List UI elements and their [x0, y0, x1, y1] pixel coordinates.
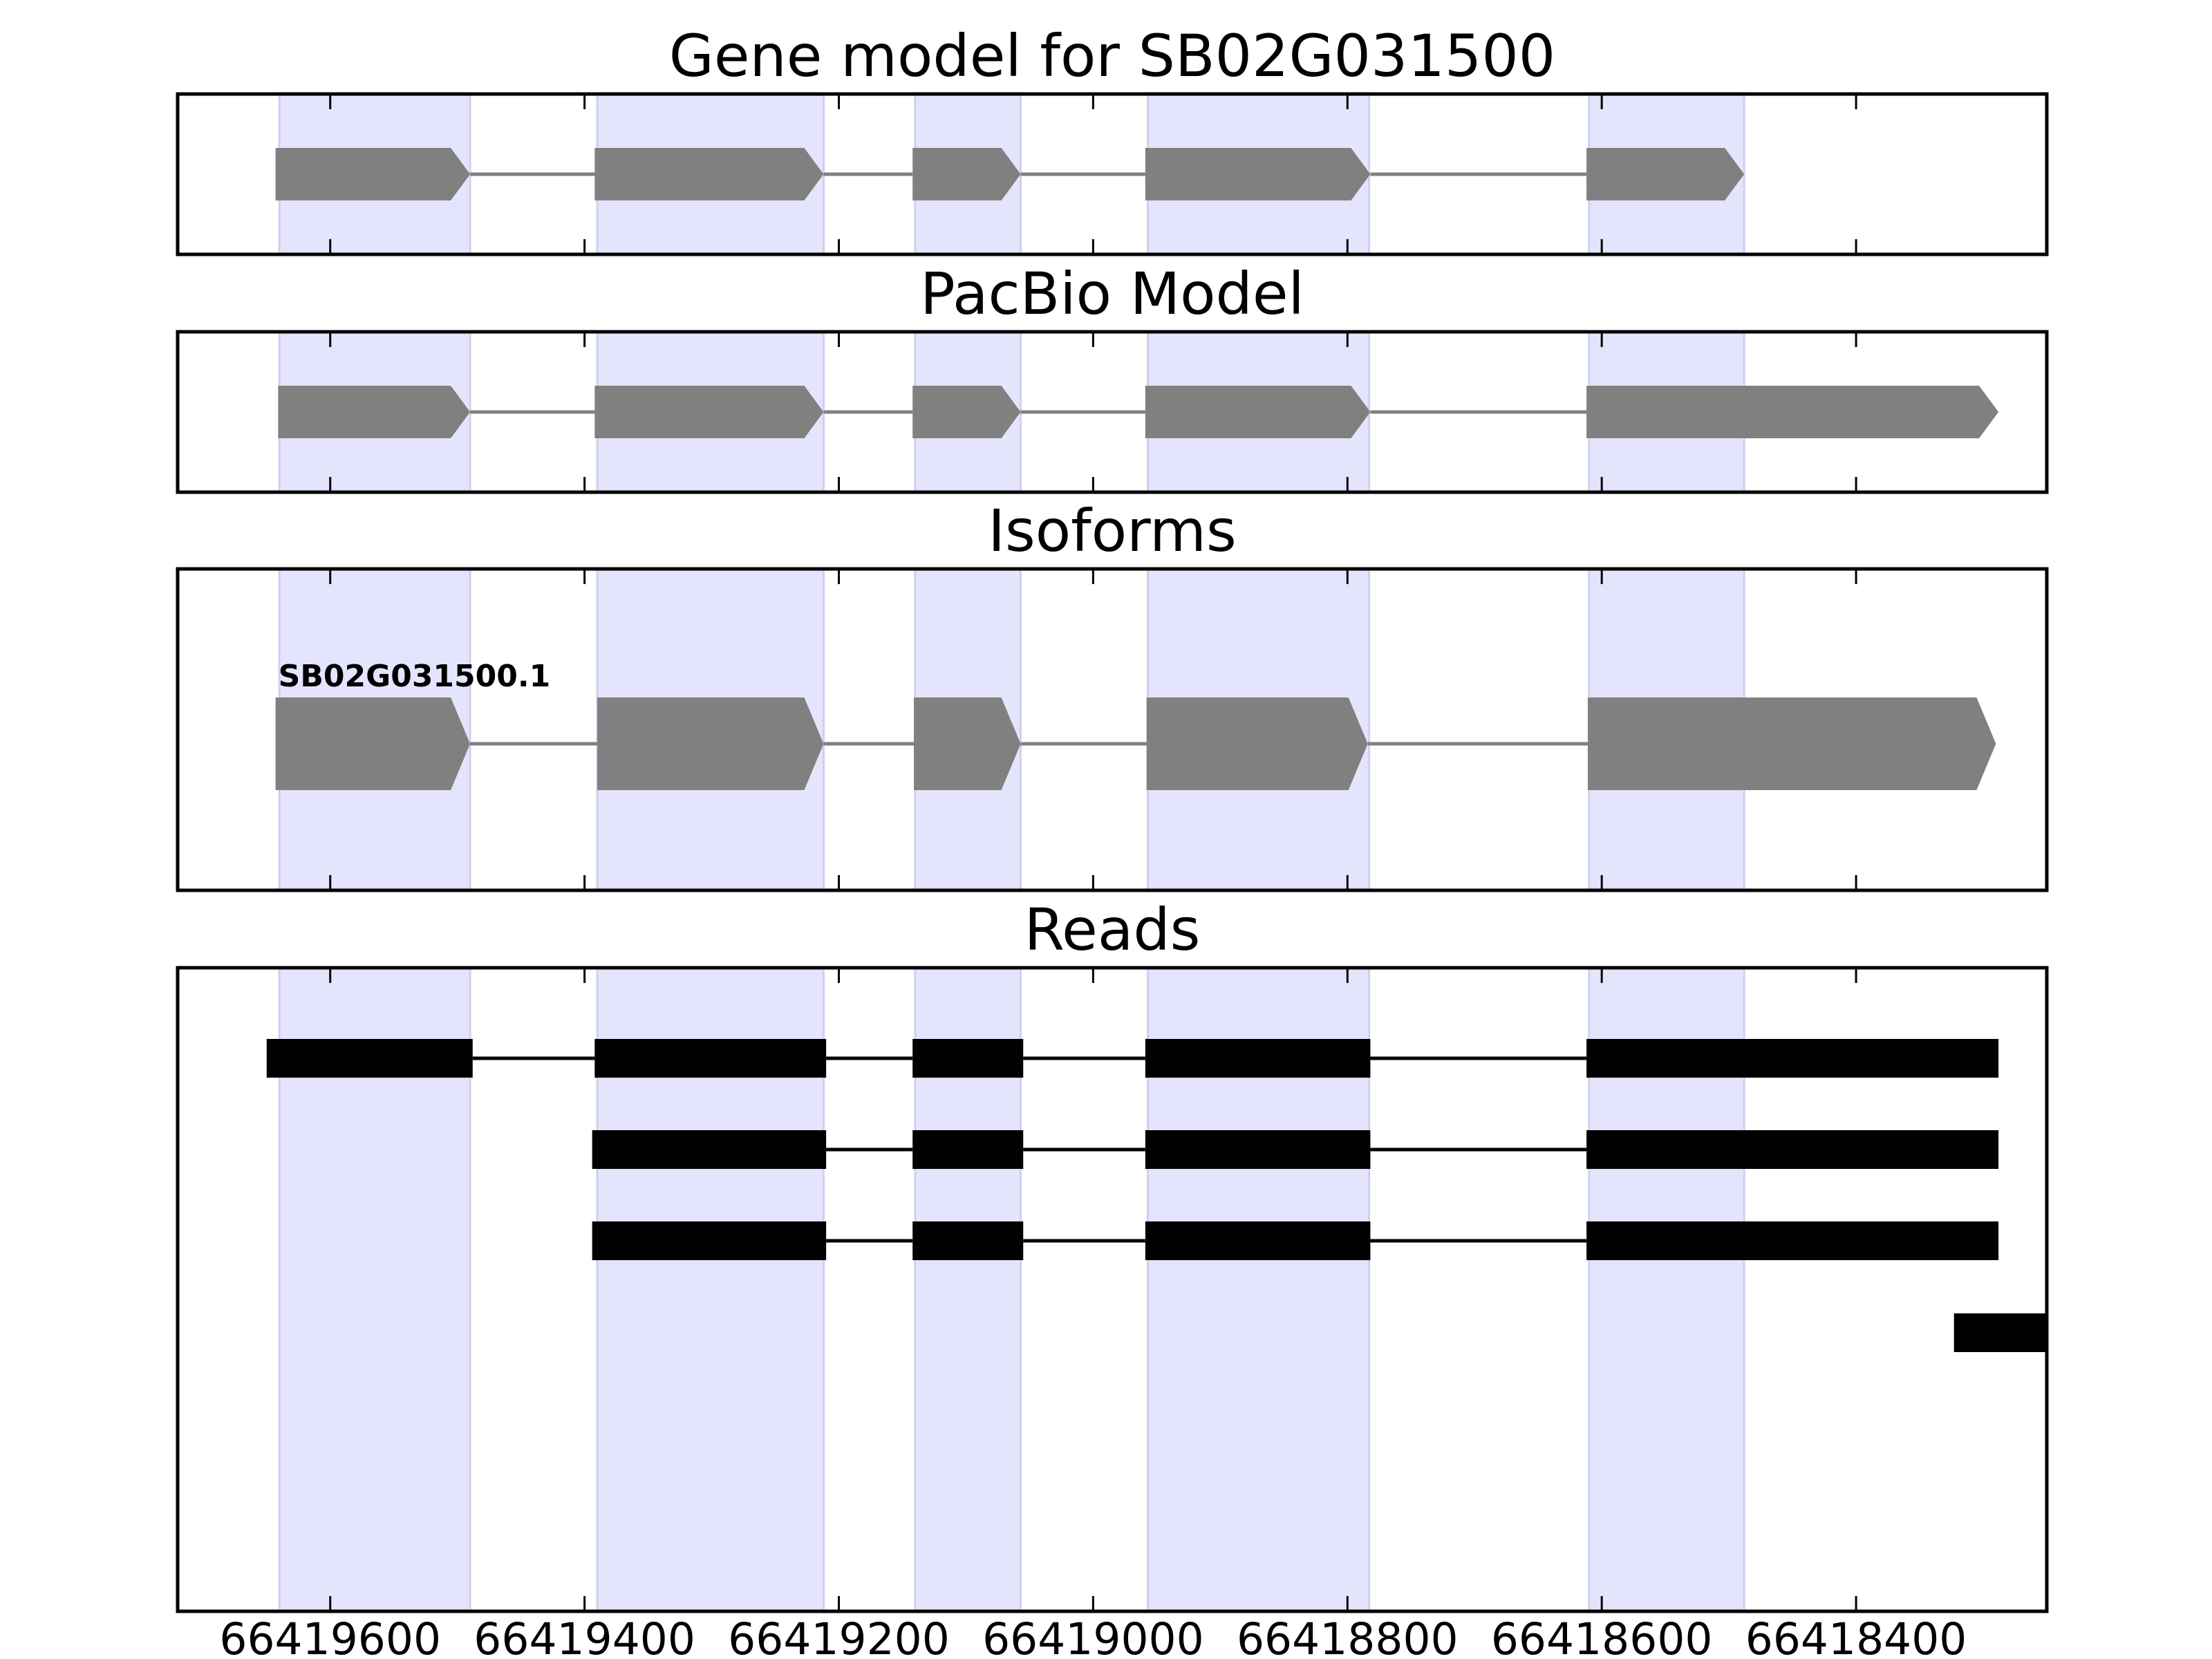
read-block [266, 1039, 473, 1078]
read-block [1145, 1039, 1371, 1078]
read-block [912, 1221, 1024, 1260]
x-tick-label: 66418400 [1745, 1614, 1967, 1659]
exon-arrow [594, 386, 824, 438]
read-block [912, 1130, 1024, 1169]
panel-3: Isoforms SB02G031500.1 [176, 497, 2049, 892]
read-block [1586, 1039, 1999, 1078]
read-block [1145, 1221, 1371, 1260]
exon-arrow [1145, 148, 1371, 200]
panel-frame [176, 567, 2049, 892]
read-block [1145, 1130, 1371, 1169]
exon-arrow [1145, 386, 1371, 438]
exon-arrow [1586, 386, 1999, 438]
panel-frame [176, 330, 2049, 494]
exon-arrow [912, 386, 1021, 438]
panel-title: Gene model for SB02G031500 [669, 22, 1555, 90]
read-block [912, 1039, 1024, 1078]
read-alignment [266, 1039, 1999, 1078]
exon-arrow [1587, 697, 1996, 790]
panels-layer: Gene model for SB02G031500 PacBio Model Is… [176, 22, 2049, 1613]
read-block [594, 1039, 827, 1078]
exon-arrow [1586, 148, 1745, 200]
read-alignment [592, 1130, 1999, 1169]
exon-arrow [275, 148, 471, 200]
panel-4: Reads [176, 896, 2049, 1613]
x-tick-label: 66419400 [474, 1614, 695, 1659]
exon-arrow [278, 386, 471, 438]
panel-frame [176, 966, 2049, 1613]
read-block [1586, 1130, 1999, 1169]
x-axis-tick-labels: 66419600 66419400 66419200 66419000 66418800… [219, 1614, 1967, 1659]
x-tick-label: 66419000 [982, 1614, 1204, 1659]
gene-feature [275, 148, 1745, 200]
exon-arrow [912, 148, 1021, 200]
exon-arrow [914, 697, 1021, 790]
gene-feature [278, 386, 1999, 438]
panel-2: PacBio Model [176, 260, 2049, 494]
gene-feature: SB02G031500.1 [275, 659, 1996, 790]
panel-frame [176, 92, 2049, 256]
panel-1: Gene model for SB02G031500 [176, 22, 2049, 256]
panel-title: Isoforms [988, 497, 1237, 565]
read-block [592, 1221, 827, 1260]
x-tick-label: 66418800 [1237, 1614, 1459, 1659]
x-tick-label: 66419600 [219, 1614, 441, 1659]
exon-arrow [1146, 697, 1368, 790]
read-block [592, 1130, 827, 1169]
exon-arrow [597, 697, 824, 790]
panel-title: PacBio Model [920, 260, 1304, 328]
read-block [1586, 1221, 1999, 1260]
read-block [1953, 1313, 2046, 1352]
read-alignment [592, 1221, 1999, 1260]
exon-arrow [275, 697, 471, 790]
panel-title: Reads [1024, 896, 1201, 964]
exon-arrow [594, 148, 824, 200]
isoform-label: SB02G031500.1 [279, 659, 551, 694]
x-tick-label: 66419200 [728, 1614, 950, 1659]
x-tick-label: 66418600 [1491, 1614, 1713, 1659]
read-alignment [1953, 1313, 2046, 1352]
